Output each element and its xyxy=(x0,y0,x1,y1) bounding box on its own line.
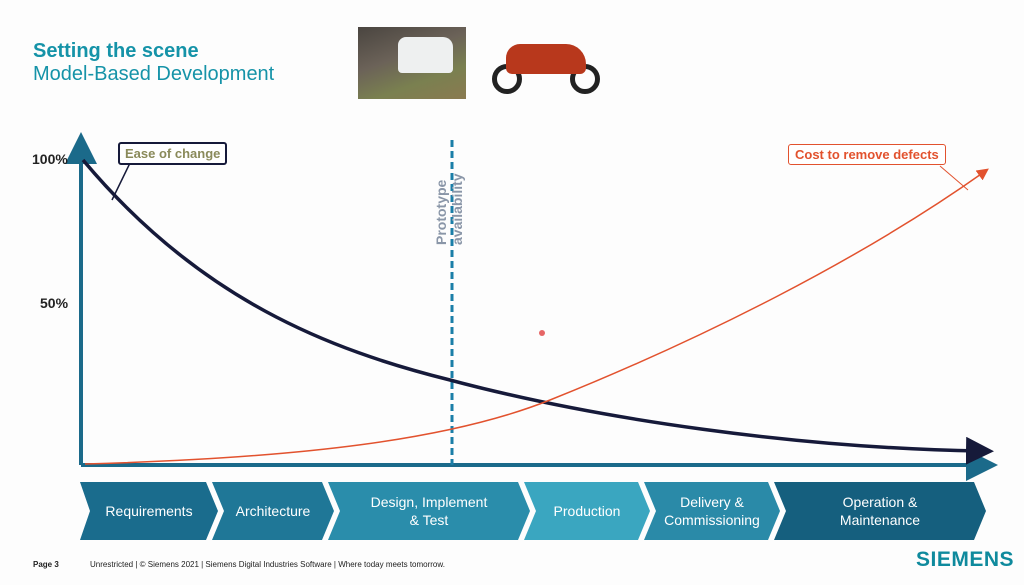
ease-of-change-curve xyxy=(81,158,994,465)
phase-design-implement-test: Design, Implement & Test xyxy=(328,482,530,540)
pointer-dot xyxy=(539,330,545,336)
cost-to-remove-defects-curve xyxy=(84,168,989,465)
slide-subtitle: Model-Based Development xyxy=(33,63,275,85)
cost-label: Cost to remove defects xyxy=(788,144,946,165)
prototype-availability-label: Prototype availability xyxy=(433,173,465,245)
phase-requirements: Requirements xyxy=(80,482,218,540)
prototype-label-line1: Prototype xyxy=(433,179,449,245)
y-tick-100: 100% xyxy=(32,151,68,167)
prototype-label-line2: availability xyxy=(449,173,465,245)
cost-callout-leader xyxy=(939,165,969,191)
siemens-logo: SIEMENS xyxy=(916,548,1015,571)
phase-operation-maintenance: Operation & Maintenance xyxy=(774,482,986,540)
page-number: Page 3 xyxy=(33,560,59,569)
slide-title: Setting the scene xyxy=(33,40,199,62)
ease-callout-leader xyxy=(111,162,131,201)
ease-of-change-label: Ease of change xyxy=(118,142,228,165)
phase-delivery-commissioning: Delivery & Commissioning xyxy=(644,482,780,540)
phase-production: Production xyxy=(524,482,650,540)
suv-photo xyxy=(358,27,466,99)
y-tick-50: 50% xyxy=(40,295,69,311)
motorcycle-photo xyxy=(488,30,606,100)
footer-text: Unrestricted | © Siemens 2021 | Siemens … xyxy=(90,560,445,569)
phase-architecture: Architecture xyxy=(212,482,334,540)
